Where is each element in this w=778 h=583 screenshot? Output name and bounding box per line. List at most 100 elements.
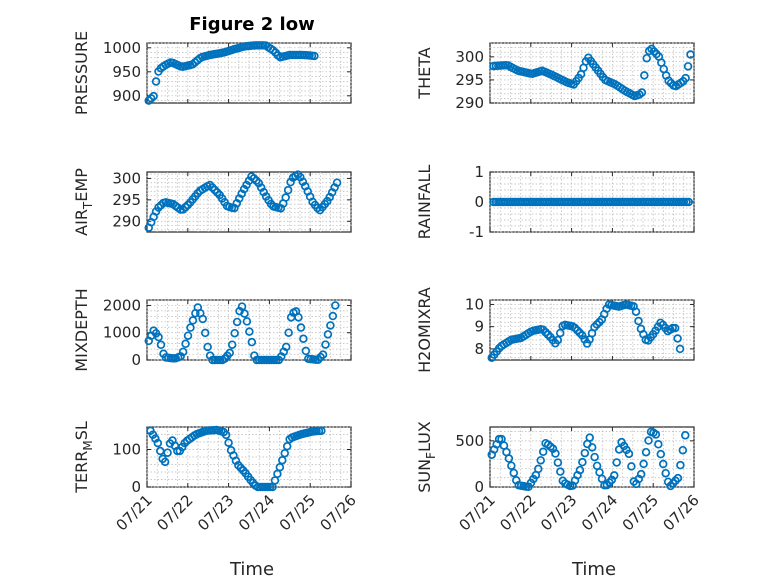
axes-box: [146, 171, 352, 233]
data-point: [278, 456, 287, 465]
data-point: [281, 193, 290, 202]
y-axis-label-main: THETA: [415, 47, 434, 99]
data-point: [242, 180, 251, 190]
x-tick-label: 07/23: [194, 491, 237, 534]
data-point: [683, 62, 693, 71]
data-point: [221, 430, 231, 440]
data-point: [200, 328, 210, 338]
y-axis-label-main: H2OMIXRA: [415, 287, 434, 373]
data-point: [636, 469, 646, 479]
x-tick-label: 07/23: [537, 491, 580, 534]
y-tick-label: 950: [112, 63, 141, 81]
y-axis-label-main: SUN: [415, 459, 434, 493]
data-point: [323, 330, 333, 339]
y-tick-label: 290: [455, 94, 484, 112]
y-axis-label-tail: EMP: [72, 168, 91, 202]
data-point: [587, 443, 597, 452]
y-tick-label: 300: [455, 48, 484, 66]
data-point: [301, 346, 311, 356]
data-point: [156, 340, 166, 350]
y-tick-label: 500: [455, 432, 484, 450]
data-point: [317, 426, 326, 436]
data-point: [283, 185, 293, 195]
subplot-1: 900 950 1000 PRESSURE: [72, 31, 352, 115]
data-point: [640, 71, 649, 80]
data-point: [575, 465, 585, 475]
data-point: [551, 449, 560, 458]
y-axis-label: RAINFALL: [415, 165, 434, 240]
data-point: [280, 449, 289, 458]
x-tick-label: 07/21: [456, 491, 499, 534]
data-point: [154, 332, 163, 342]
data-point: [509, 468, 519, 478]
y-tick-label: 1000: [103, 39, 141, 57]
y-axis-label-sub: T: [81, 201, 95, 210]
y-axis-label-sub: M: [81, 440, 95, 450]
y-tick-label: 9: [474, 318, 484, 336]
data-point: [156, 446, 165, 456]
data-point: [163, 448, 172, 457]
x-tick-label: 07/22: [496, 491, 539, 534]
data-point: [296, 323, 306, 332]
x-tick-label: 07/26: [317, 491, 360, 534]
data-point: [556, 467, 565, 476]
subplot-6: 8 9 10 H2OMIXRA: [415, 287, 695, 373]
x-tick-label: 07/24: [578, 491, 621, 534]
data-point: [240, 309, 249, 318]
y-axis-label-main: AIR: [72, 209, 91, 236]
data-point: [658, 459, 668, 469]
data-point: [299, 334, 308, 344]
data-point: [678, 445, 688, 455]
data-point: [328, 311, 338, 321]
data-point: [326, 321, 335, 330]
data-point: [651, 430, 661, 439]
data-point: [183, 331, 193, 340]
x-tick-label: 07/21: [113, 491, 156, 534]
y-axis-label: AIRTEMP: [72, 168, 95, 236]
y-axis-label: PRESSURE: [72, 31, 91, 115]
data-point: [534, 464, 543, 474]
data-point: [225, 348, 235, 358]
data-point: [181, 339, 190, 349]
data-point: [555, 328, 565, 338]
x-tick-label: 07/26: [660, 491, 703, 534]
data-point: [149, 91, 158, 101]
data-point: [538, 447, 548, 457]
y-axis-label-main: TERR: [72, 451, 91, 494]
data-point: [673, 473, 683, 483]
data-point: [507, 461, 516, 470]
y-axis-label: TERRMSL: [72, 421, 95, 494]
data-point: [284, 328, 293, 337]
data-point: [631, 307, 641, 316]
x-tick-label: 07/25: [276, 491, 319, 534]
y-tick-label: 0: [131, 478, 141, 496]
axes-box: [146, 42, 352, 104]
x-axis-label-right: Time: [571, 559, 616, 580]
data-point: [580, 335, 589, 344]
data-point: [641, 447, 651, 457]
y-axis-label-main: RAINFALL: [415, 165, 434, 240]
data-point: [644, 436, 653, 445]
data-point: [536, 456, 545, 465]
data-point: [294, 313, 303, 322]
data-point: [275, 463, 285, 472]
y-tick-label: 1: [474, 163, 484, 181]
data-point: [553, 335, 563, 345]
data-point: [321, 340, 330, 349]
data-point: [661, 468, 670, 478]
x-axis-label-left: Time: [229, 559, 274, 580]
data-point: [681, 431, 690, 440]
data-point: [186, 323, 195, 332]
y-axis-label: THETA: [415, 47, 434, 99]
figure-title: Figure 2 low: [189, 14, 314, 35]
subplot-2: 290 295 300 THETA: [415, 42, 695, 112]
data-point: [239, 184, 249, 194]
data-point: [609, 471, 619, 480]
data-point: [585, 433, 594, 442]
data-point: [224, 438, 233, 448]
data-point: [504, 454, 514, 463]
data-point: [686, 50, 695, 59]
data-point: [642, 53, 651, 63]
data-point: [684, 197, 694, 207]
